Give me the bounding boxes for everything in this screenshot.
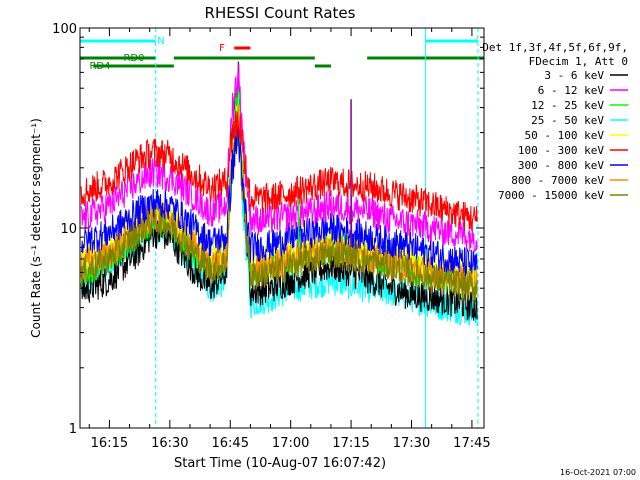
legend-label-6: 300 - 800 keV bbox=[518, 159, 604, 172]
series-lines bbox=[80, 61, 478, 327]
legend-label-2: 12 - 25 keV bbox=[531, 99, 604, 112]
series-line-5 bbox=[80, 110, 478, 231]
legend-label-5: 100 - 300 keV bbox=[518, 144, 604, 157]
y-tick-label-1: 10 bbox=[60, 222, 77, 237]
y-tick-label-2: 100 bbox=[52, 22, 77, 37]
y-axis-ticks: 1 10 100 bbox=[52, 22, 484, 437]
legend-label-3: 25 - 50 keV bbox=[531, 114, 604, 127]
x-tick-label-2: 16:45 bbox=[212, 436, 249, 451]
series-line-8 bbox=[80, 120, 478, 303]
flag-bars: N F RD0 RD4 bbox=[80, 36, 484, 72]
x-tick-label-5: 17:30 bbox=[393, 436, 430, 451]
legend-label-1: 6 - 12 keV bbox=[538, 84, 605, 97]
legend-label-4: 50 - 100 keV bbox=[525, 129, 605, 142]
flag-label-rd0: RD0 bbox=[123, 53, 144, 64]
x-axis-label: Start Time (10-Aug-07 16:07:42) bbox=[174, 456, 386, 471]
legend-label-7: 800 - 7000 keV bbox=[511, 174, 604, 187]
x-axis-ticks: 16:15 16:30 16:45 17:00 17:15 17:30 17:45 bbox=[88, 28, 491, 451]
legend: Det 1f,3f,4f,5f,6f,9f, FDecim 1, Att 0 3… bbox=[482, 41, 628, 202]
legend-label-8: 7000 - 15000 keV bbox=[498, 189, 604, 202]
chart-title: RHESSI Count Rates bbox=[205, 4, 356, 22]
flag-label-n: N bbox=[157, 36, 164, 47]
legend-header-line-1: Det 1f,3f,4f,5f,6f,9f, bbox=[482, 41, 628, 54]
x-tick-label-3: 17:00 bbox=[272, 436, 309, 451]
flag-label-f: F bbox=[219, 43, 225, 54]
y-tick-label-0: 1 bbox=[69, 422, 77, 437]
y-axis-label: Count Rate (s⁻¹ detector segment⁻¹) bbox=[29, 118, 43, 338]
x-tick-label-6: 17:45 bbox=[453, 436, 490, 451]
series-line-6 bbox=[80, 126, 478, 277]
series-line-1 bbox=[80, 63, 478, 252]
footer-timestamp: 16-Oct-2021 07:00 bbox=[560, 468, 636, 477]
legend-label-0: 3 - 6 keV bbox=[544, 69, 604, 82]
legend-header-line-2: FDecim 1, Att 0 bbox=[529, 55, 628, 68]
x-tick-label-4: 17:15 bbox=[332, 436, 369, 451]
flag-label-rd4: RD4 bbox=[89, 61, 110, 72]
x-tick-label-1: 16:30 bbox=[151, 436, 188, 451]
x-tick-label-0: 16:15 bbox=[91, 436, 128, 451]
